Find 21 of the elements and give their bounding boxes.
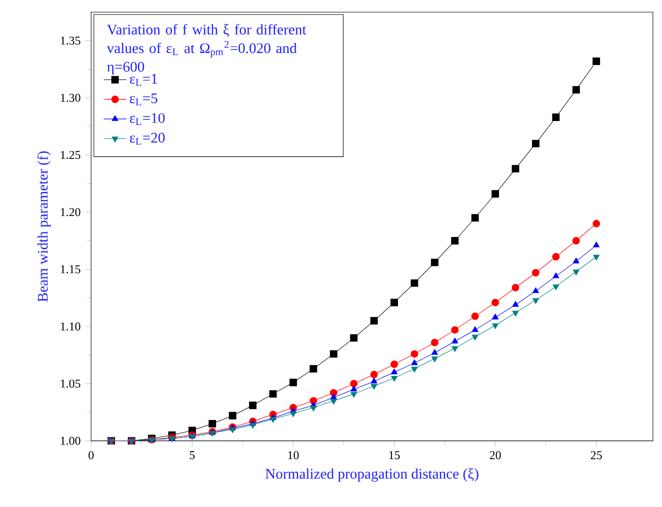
x-tick-label: 15 — [389, 451, 400, 460]
x-tick-label: 25 — [590, 451, 602, 460]
y-tick-label: 1.10 — [60, 322, 80, 331]
legend-label: ε$_{L}$=5 — [130, 94, 158, 106]
legend-label: ε$_{L}$=10 — [130, 113, 165, 126]
y-tick-label: 1.20 — [60, 208, 80, 216]
y-tick-label: 1.25 — [60, 151, 80, 160]
x-tick-label: 20 — [490, 451, 501, 460]
y-tick-label: 1.30 — [60, 94, 80, 102]
x-tick-label: 0 — [88, 451, 94, 460]
legend-label: ε$_{L}$=20 — [130, 132, 165, 145]
y-tick-label: 1.05 — [60, 380, 80, 388]
y-axis-title: Beam width parameter (f) — [37, 152, 51, 302]
text: Variation of f with ξ for different values of ε$_{L}$ at Ω$_{pm}$$^{2}$=0.020 and η=600 — [106, 24, 306, 75]
x-tick-label: 5 — [190, 451, 195, 460]
x-tick-label: 10 — [288, 451, 299, 460]
y-tick-label: 1.00 — [60, 436, 80, 446]
y-tick-label: 1.35 — [60, 36, 80, 45]
y-tick-label: 1.15 — [60, 265, 80, 274]
legend-label: ε$_{L}$=1 — [130, 74, 158, 86]
x-axis-title: Normalized propagation distance (ξ) — [265, 468, 478, 482]
